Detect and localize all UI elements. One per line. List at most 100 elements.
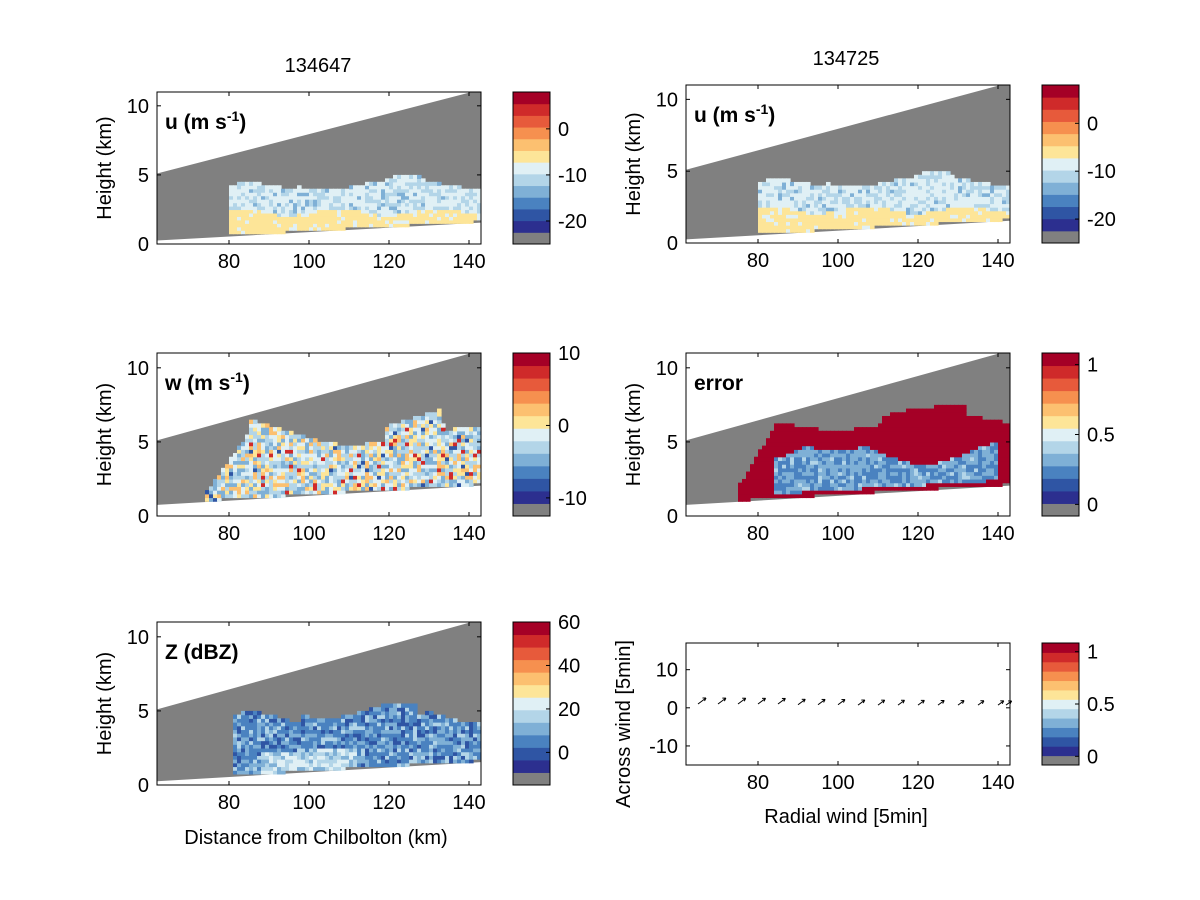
field-cell xyxy=(898,199,903,205)
field-cell xyxy=(329,226,334,231)
field-cell xyxy=(850,185,855,190)
field-cell xyxy=(273,766,278,771)
field-cell xyxy=(790,189,795,194)
field-cell xyxy=(926,203,931,208)
field-cell xyxy=(830,189,835,194)
field-cell xyxy=(385,736,390,742)
field-cell xyxy=(401,703,406,708)
field-cell xyxy=(954,419,959,424)
field-cell xyxy=(241,441,246,447)
field-cell xyxy=(349,216,354,221)
field-cell xyxy=(297,475,302,480)
field-cell xyxy=(409,199,414,204)
field-cell xyxy=(301,206,306,211)
field-cell xyxy=(878,464,883,469)
field-cell xyxy=(445,445,450,450)
field-cell xyxy=(994,192,999,197)
y-tick-label: 0 xyxy=(667,233,678,255)
field-cell xyxy=(986,453,991,458)
field-cell xyxy=(417,423,422,428)
field-cell xyxy=(934,174,939,179)
field-cell xyxy=(914,434,919,439)
field-cell xyxy=(954,475,959,480)
field-cell xyxy=(309,490,314,495)
field-cell xyxy=(858,441,863,447)
field-cell xyxy=(417,430,422,436)
field-cell xyxy=(854,430,859,436)
field-cell xyxy=(958,427,963,432)
field-cell xyxy=(317,475,322,480)
field-cell xyxy=(309,467,314,473)
field-cell xyxy=(986,185,991,190)
field-cell xyxy=(257,192,262,197)
field-cell xyxy=(353,216,358,221)
field-cell xyxy=(449,209,454,214)
field-cell xyxy=(381,714,386,719)
field-cell xyxy=(233,493,238,499)
field-cell xyxy=(834,486,839,491)
field-cell xyxy=(1006,441,1010,447)
field-cell xyxy=(814,471,819,476)
field-cell xyxy=(998,427,1003,432)
field-cell xyxy=(397,714,402,719)
field-cell xyxy=(417,441,422,447)
field-cell xyxy=(966,456,971,462)
field-cell xyxy=(377,762,382,768)
field-cell xyxy=(890,456,895,462)
field-cell xyxy=(854,456,859,462)
field-cell xyxy=(401,453,406,458)
field-cell xyxy=(922,427,927,432)
field-cell xyxy=(846,214,851,219)
field-cell xyxy=(265,770,270,775)
field-cell xyxy=(842,225,847,230)
field-cell xyxy=(321,490,326,495)
field-cell xyxy=(233,736,238,742)
field-cell xyxy=(762,453,767,458)
field-cell xyxy=(846,464,851,469)
field-cell xyxy=(341,223,346,228)
field-cell xyxy=(337,226,342,231)
field-cell xyxy=(477,209,481,214)
field-cell xyxy=(265,755,270,760)
field-cell xyxy=(453,460,458,465)
field-cell xyxy=(938,408,943,413)
field-cell xyxy=(738,493,743,499)
field-cell xyxy=(449,733,454,738)
field-cell xyxy=(918,430,923,436)
field-cell xyxy=(465,740,470,745)
field-cell xyxy=(1006,445,1010,450)
field-cell xyxy=(421,733,426,738)
field-cell xyxy=(870,196,875,201)
field-cell xyxy=(433,733,438,738)
field-cell xyxy=(910,415,915,421)
field-cell xyxy=(998,430,1003,436)
field-cell xyxy=(353,195,358,200)
field-cell xyxy=(453,445,458,450)
field-cell xyxy=(373,219,378,224)
field-cell xyxy=(770,441,775,447)
field-cell xyxy=(477,722,481,727)
field-cell xyxy=(990,196,995,201)
field-cell xyxy=(253,423,258,428)
field-cell xyxy=(389,733,394,738)
field-cell xyxy=(846,478,851,484)
field-cell xyxy=(986,203,991,208)
field-cell xyxy=(361,449,366,454)
field-cell xyxy=(309,744,314,749)
field-cell xyxy=(425,460,430,465)
field-cell xyxy=(958,199,963,205)
field-cell xyxy=(373,212,378,217)
field-cell xyxy=(786,471,791,476)
field-cell xyxy=(417,419,422,424)
field-cell xyxy=(473,471,478,476)
field-cell xyxy=(886,199,891,205)
field-cell xyxy=(910,464,915,469)
field-cell xyxy=(293,490,298,495)
field-cell xyxy=(794,427,799,432)
field-cell xyxy=(433,744,438,749)
field-cell xyxy=(477,438,481,443)
field-cell xyxy=(289,199,294,204)
field-cell xyxy=(882,438,887,443)
field-cell xyxy=(257,755,262,760)
